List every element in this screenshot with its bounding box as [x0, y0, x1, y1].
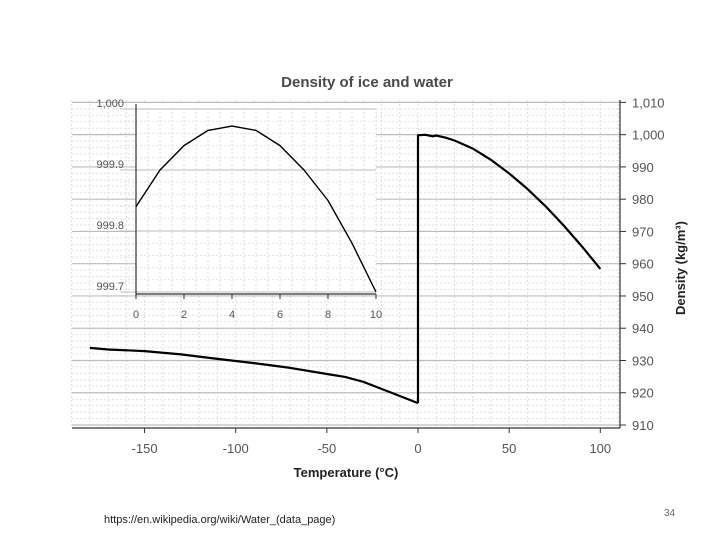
series-line: [416, 133, 602, 404]
x-tick-label: 0: [414, 441, 421, 456]
inset-x-tick-label: 10: [370, 309, 382, 321]
x-tick-label: 50: [502, 441, 516, 456]
inset-x-tick-label: 2: [181, 309, 187, 321]
page-number: 34: [664, 508, 676, 519]
inset-x-tick-label: 8: [325, 309, 331, 321]
y-tick-label: 990: [632, 160, 654, 175]
inset-tick-labels: 0 2 4 6 8 10 999.7 999.8 999.9 1,000: [96, 98, 382, 321]
x-axis-label: Temperature (°C): [294, 465, 399, 480]
chart-title: Density of ice and water: [281, 74, 453, 91]
y-tick-label: 940: [632, 321, 654, 336]
inset-grid: [120, 104, 377, 296]
main-tick-labels: -150 -100 -50 0 50 10091092093094095096097098…: [132, 95, 665, 456]
inset-series-line: [135, 125, 377, 293]
x-tick-label: -50: [317, 441, 336, 456]
inset-y-tick-label: 999.7: [96, 281, 124, 293]
inset-y-tick-label: 999.9: [96, 159, 124, 171]
inset-y-tick-label: 999.8: [96, 220, 124, 232]
x-tick-label: 100: [589, 441, 611, 456]
source-url: https://en.wikipedia.org/wiki/Water_(dat…: [104, 514, 336, 526]
inset-x-tick-label: 4: [229, 309, 235, 321]
y-tick-label: 970: [632, 224, 654, 239]
inset-x-tick-label: 0: [133, 309, 139, 321]
y-axis-label: Density (kg/m³): [673, 221, 688, 315]
inset-panel: [136, 104, 376, 294]
x-tick-label: -150: [132, 441, 158, 456]
x-tick-label: -100: [223, 441, 249, 456]
y-tick-label: 1,000: [632, 128, 665, 143]
series-line: [89, 346, 419, 405]
y-tick-label: 960: [632, 257, 654, 272]
y-tick-label: 920: [632, 386, 654, 401]
inset-x-tick-label: 6: [277, 309, 283, 321]
inset-y-tick-label: 1,000: [96, 98, 124, 110]
y-tick-label: 980: [632, 192, 654, 207]
inset-series: [135, 125, 377, 293]
y-tick-label: 930: [632, 353, 654, 368]
y-tick-label: 1,010: [632, 95, 665, 110]
y-tick-label: 950: [632, 289, 654, 304]
y-tick-label: 910: [632, 418, 654, 433]
main-series: [89, 133, 602, 405]
